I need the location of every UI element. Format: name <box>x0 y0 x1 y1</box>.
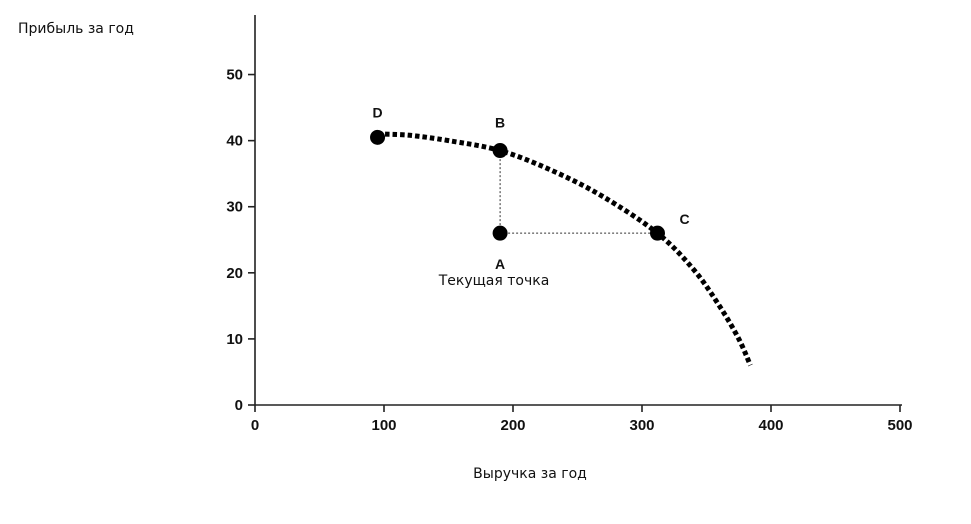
x-tick-label: 400 <box>758 417 783 434</box>
point-d <box>370 130 385 145</box>
point-label-a: A <box>495 256 505 272</box>
x-tick-label: 500 <box>887 417 912 434</box>
annotation-current-point: Текущая точка <box>438 273 550 289</box>
y-tick-label: 30 <box>226 199 243 216</box>
point-b <box>493 143 508 158</box>
series-layer <box>378 134 751 365</box>
y-tick-label: 0 <box>235 397 243 414</box>
y-tick-label: 20 <box>226 265 243 282</box>
point-label-d: D <box>372 104 382 120</box>
points-layer: D B A C <box>370 104 690 272</box>
point-label-b: B <box>495 115 505 131</box>
frontier-curve-0 <box>378 134 751 365</box>
y-tick-label: 10 <box>226 331 243 348</box>
y-tick-label: 50 <box>226 67 243 84</box>
x-axis-title: Выручка за год <box>473 466 587 482</box>
y-tick-label: 40 <box>226 133 243 150</box>
point-label-c: C <box>679 211 689 227</box>
x-tick-label: 300 <box>629 417 654 434</box>
x-tick-label: 0 <box>251 417 259 434</box>
guide-lines <box>500 151 657 234</box>
x-tick-label: 100 <box>371 417 396 434</box>
point-c <box>650 226 665 241</box>
point-a <box>493 226 508 241</box>
y-axis-title: Прибыль за год <box>18 21 134 37</box>
x-tick-label: 200 <box>500 417 525 434</box>
